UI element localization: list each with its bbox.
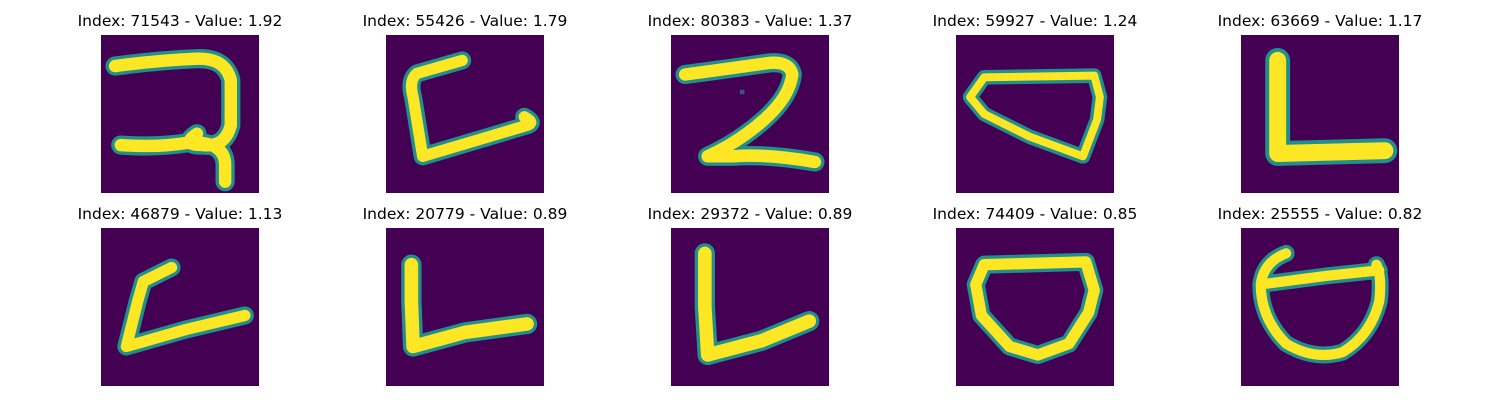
panel-title: Index: 80383 - Value: 1.37 (630, 14, 870, 30)
digit-image-L (386, 228, 544, 386)
panel-title: Index: 25555 - Value: 0.82 (1200, 207, 1440, 223)
panel-title: Index: 59927 - Value: 1.24 (915, 14, 1155, 30)
digit-image-z-two (671, 35, 829, 193)
digit-image-tilted-box (956, 35, 1114, 193)
panel-title: Index: 20779 - Value: 0.89 (345, 207, 585, 223)
digit-image-c-with-tail (386, 35, 544, 193)
panel-title: Index: 71543 - Value: 1.92 (60, 14, 300, 30)
panel-title: Index: 63669 - Value: 1.17 (1200, 14, 1440, 30)
digit-image-bold-L (1241, 35, 1399, 193)
panel-title: Index: 74409 - Value: 0.85 (915, 207, 1155, 223)
digit-image-cup (956, 228, 1114, 386)
digit-image-hook-two (101, 35, 259, 193)
panel-title: Index: 29372 - Value: 0.89 (630, 207, 870, 223)
digit-image-L (671, 228, 829, 386)
panel-title: Index: 46879 - Value: 1.13 (60, 207, 300, 223)
panel-title: Index: 55426 - Value: 1.79 (345, 14, 585, 30)
digit-image-small-L (101, 228, 259, 386)
digit-image-loop-with-bar (1241, 228, 1399, 386)
